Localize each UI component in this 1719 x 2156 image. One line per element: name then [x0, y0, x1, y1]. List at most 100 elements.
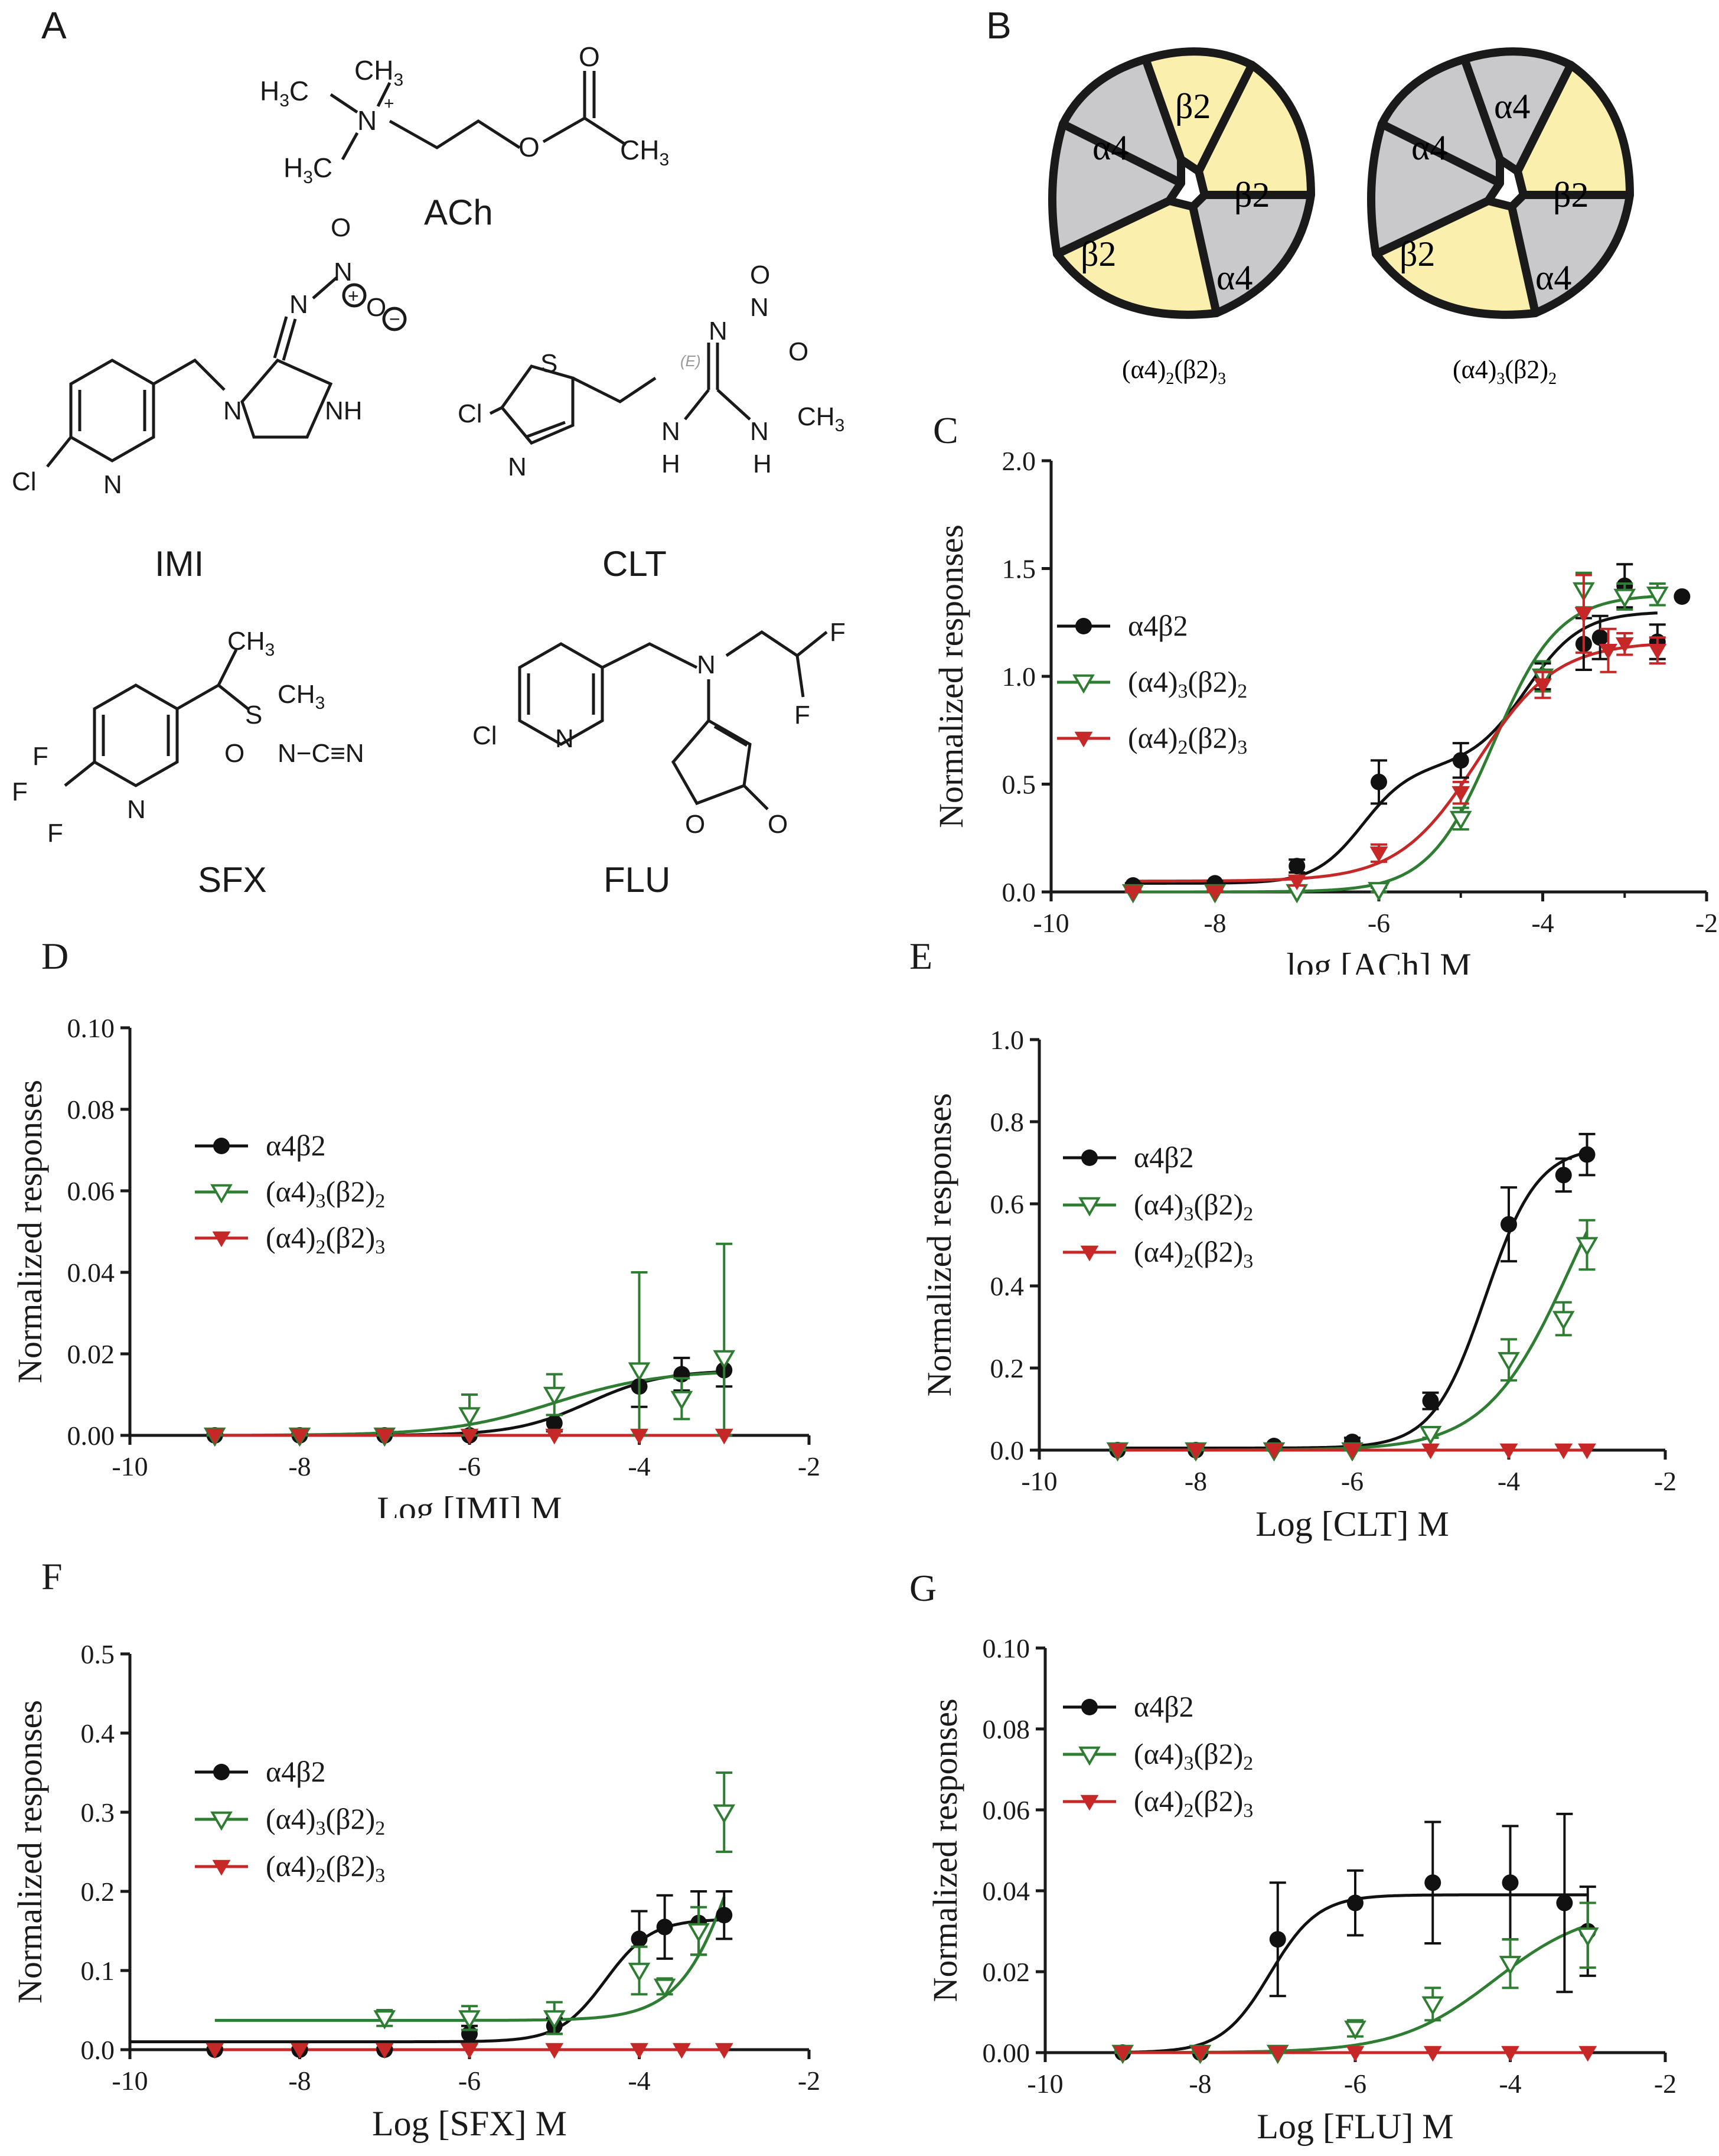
subunit-label: β2 — [1175, 87, 1211, 126]
data-point — [1578, 1146, 1596, 1163]
legend-label: α4β2 — [1128, 609, 1188, 642]
legend-marker — [210, 1184, 233, 1204]
legend-marker — [212, 1859, 231, 1876]
data-point — [545, 2043, 564, 2059]
subunit-alpha — [1048, 120, 1185, 258]
x-tick-label: -2 — [1695, 908, 1718, 938]
data-point — [1501, 2046, 1519, 2062]
x-tick-label: -4 — [1498, 1466, 1520, 1496]
data-point — [291, 1428, 309, 1445]
legend-marker — [212, 1231, 231, 1248]
legend-label: (α4)2(β2)3 — [1134, 1784, 1253, 1822]
subunit-beta — [1195, 61, 1315, 199]
svg-text:+: + — [348, 285, 359, 307]
y-tick-label: 0.3 — [81, 1797, 115, 1828]
data-point — [1501, 1216, 1517, 1233]
svg-text:F: F — [794, 701, 810, 729]
x-tick-label: -8 — [288, 2066, 311, 2096]
data-point — [1599, 644, 1617, 660]
data-series — [206, 1428, 733, 1445]
x-tick-label: -4 — [628, 1451, 650, 1481]
subunit-label: α4 — [1535, 258, 1571, 297]
svg-text:O: O — [331, 213, 351, 242]
svg-text:N−C≡N: N−C≡N — [278, 739, 364, 768]
legend-marker — [1074, 731, 1093, 748]
y-tick-label: 1.0 — [1002, 662, 1036, 692]
data-point — [1613, 588, 1636, 608]
legend-label: (α4)2(β2)3 — [266, 1849, 385, 1887]
data-point — [1452, 752, 1469, 769]
panel-b-receptors: α4 β2 β2 α4 β2 α4 α4 β2 α4 β2 (α4)2(β2)3… — [1048, 47, 1634, 388]
panel-label: C — [933, 409, 958, 451]
x-tick-label: -4 — [628, 2066, 650, 2096]
x-tick-label: -8 — [1185, 1466, 1207, 1496]
panel-label-b: B — [986, 4, 1012, 47]
y-tick-label: 0.04 — [983, 1876, 1030, 1906]
svg-text:N: N — [697, 650, 716, 679]
data-point — [1498, 1351, 1520, 1372]
x-tick-label: -6 — [458, 1451, 481, 1481]
svg-text:N: N — [103, 470, 122, 499]
data-point — [672, 2043, 691, 2059]
data-point — [628, 1362, 651, 1382]
legend-label: (α4)3(β2)2 — [266, 1175, 385, 1212]
legend: α4β2 (α4)3(β2)2 (α4)2(β2)3 — [1063, 1690, 1253, 1822]
data-point — [1268, 2046, 1287, 2062]
x-tick-label: -6 — [458, 2066, 481, 2096]
legend: α4β2 (α4)3(β2)2 (α4)2(β2)3 — [195, 1755, 385, 1887]
svg-text:F: F — [32, 742, 48, 771]
chart-f-sfx: F 0.0 0.1 0.2 0.3 0.4 0.5 -10 -8 -6 -4 -2 Log [SFX] … — [11, 1555, 820, 2143]
data-point — [1578, 1443, 1596, 1460]
data-point — [1674, 588, 1691, 605]
y-tick-label: 0.00 — [67, 1421, 115, 1451]
y-tick-label: 0.5 — [1002, 770, 1036, 800]
y-tick-label: 0.0 — [1002, 877, 1036, 907]
svg-text:H3C: H3C — [260, 76, 309, 110]
data-series — [1108, 1443, 1596, 1460]
data-point — [1554, 1443, 1573, 1460]
data-point — [1191, 2046, 1209, 2062]
data-point — [1346, 2046, 1365, 2062]
y-tick-label: 0.1 — [81, 1956, 115, 1986]
data-series — [373, 1771, 736, 2036]
svg-text:N: N — [127, 795, 146, 824]
data-point — [1615, 637, 1634, 653]
svg-text:−: − — [389, 308, 400, 330]
data-point — [653, 1978, 676, 1998]
data-point — [1578, 2046, 1597, 2062]
panel-label: F — [41, 1555, 63, 1597]
data-point — [1186, 1443, 1205, 1460]
legend-label: α4β2 — [266, 1129, 326, 1162]
x-axis-label: Log [SFX] M — [372, 2104, 567, 2143]
svg-text:CH3: CH3 — [797, 402, 844, 435]
data-point — [1424, 1874, 1441, 1891]
svg-text:H3C: H3C — [283, 152, 332, 187]
data-point — [375, 2043, 394, 2059]
svg-text:CH3: CH3 — [620, 135, 669, 170]
data-point — [1419, 1426, 1442, 1445]
data-point — [1451, 786, 1470, 802]
data-point — [1368, 882, 1390, 901]
data-point — [670, 1390, 693, 1411]
svg-text:O: O — [224, 739, 244, 768]
svg-text:H: H — [753, 450, 772, 478]
svg-text:O: O — [768, 810, 788, 839]
subunit-label: β2 — [1234, 175, 1270, 214]
label-ach: ACh — [424, 193, 493, 232]
svg-text:O: O — [518, 132, 540, 162]
structure-clt: Cl S N N H N N O O (E) N H CH3 CLT — [458, 260, 844, 584]
data-point — [1449, 810, 1472, 831]
svg-text:O: O — [685, 810, 705, 839]
y-tick-label: 0.02 — [67, 1339, 115, 1369]
data-point — [1206, 885, 1224, 901]
y-tick-label: 0.2 — [81, 1877, 115, 1907]
svg-text:O: O — [788, 337, 808, 366]
data-point — [1369, 846, 1388, 862]
panel-label: E — [909, 935, 932, 977]
svg-text:N: N — [750, 293, 769, 322]
y-tick-label: 0.10 — [983, 1633, 1030, 1663]
svg-text:NH: NH — [325, 396, 363, 425]
legend-marker — [210, 1811, 233, 1831]
receptor-caption-right: (α4)3(β2)2 — [1453, 355, 1557, 388]
svg-text:N: N — [555, 724, 574, 753]
